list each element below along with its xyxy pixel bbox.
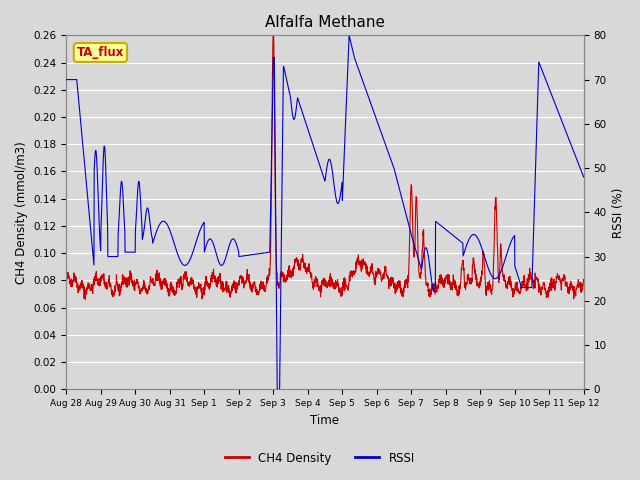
Text: TA_flux: TA_flux [77,46,124,59]
X-axis label: Time: Time [310,414,339,427]
Y-axis label: RSSI (%): RSSI (%) [612,187,625,238]
Y-axis label: CH4 Density (mmol/m3): CH4 Density (mmol/m3) [15,141,28,284]
Title: Alfalfa Methane: Alfalfa Methane [265,15,385,30]
Legend: CH4 Density, RSSI: CH4 Density, RSSI [221,447,419,469]
